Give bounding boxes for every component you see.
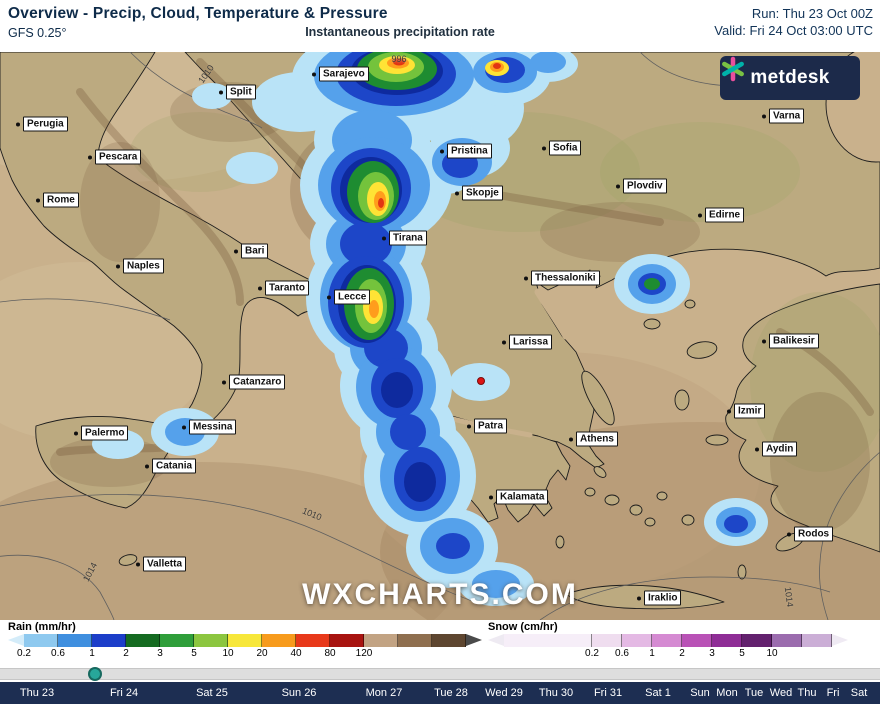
rain-colorbar <box>8 634 486 647</box>
rain-legend: Rain (mm/hr) 0.2 0.6 1 2 3 5 10 20 40 80 120 <box>8 621 486 660</box>
timeline-day[interactable]: Tue <box>744 687 764 699</box>
contour-lines <box>0 52 880 620</box>
tick-label: 10 <box>222 648 234 659</box>
tick-label: 5 <box>191 648 197 659</box>
timeline-day[interactable]: Sat <box>850 687 868 699</box>
time-slider-knob[interactable] <box>88 667 102 681</box>
tick-label: 80 <box>324 648 336 659</box>
time-slider-track[interactable] <box>0 667 880 681</box>
timeline-day[interactable]: Sun 26 <box>281 687 317 699</box>
tick-label: 0.6 <box>615 648 629 659</box>
timeline-day[interactable]: Thu <box>797 687 817 699</box>
metdesk-asterisk-icon <box>722 56 744 82</box>
tick-label: 2 <box>123 648 129 659</box>
timeline-day[interactable]: Fri 24 <box>109 687 139 699</box>
rain-tick-labels: 0.2 0.6 1 2 3 5 10 20 40 80 120 <box>8 647 486 660</box>
colorbar-arrow-right <box>466 634 482 646</box>
colorbar-segment <box>772 634 802 647</box>
legend: Rain (mm/hr) 0.2 0.6 1 2 3 5 10 20 40 80 120 Snow … <box>0 620 880 662</box>
colorbar-arrow-left <box>8 634 24 646</box>
timeline-day[interactable]: Tue 28 <box>434 687 468 699</box>
tick-label: 10 <box>766 648 778 659</box>
timeline-bar: Thu 23 Fri 24 Sat 25 Sun 26 Mon 27 Tue 28 Wed … <box>0 682 880 704</box>
location-marker <box>477 377 485 385</box>
colorbar-segment <box>228 634 262 647</box>
precipitation-layer <box>92 52 768 606</box>
timeline-day[interactable]: Sat 25 <box>196 687 228 699</box>
timeline-day[interactable]: Sun <box>690 687 710 699</box>
tick-label: 5 <box>739 648 745 659</box>
tick-label: 1 <box>89 648 95 659</box>
colorbar-segment <box>802 634 832 647</box>
colorbar-segment <box>364 634 398 647</box>
timeline-day[interactable]: Thu 23 <box>19 687 55 699</box>
tick-label: 0.6 <box>51 648 65 659</box>
metdesk-logo-text: metdesk <box>750 67 830 88</box>
timeline-day[interactable]: Fri <box>826 687 840 699</box>
timeline-day[interactable]: Sat 1 <box>645 687 671 699</box>
snow-tick-labels: 0.2 0.6 1 2 3 5 10 <box>488 647 872 660</box>
colorbar-segment <box>398 634 432 647</box>
tick-label: 120 <box>355 648 373 659</box>
tick-label: 3 <box>157 648 163 659</box>
run-valid-block: Run: Thu 23 Oct 00Z Valid: Fri 24 Oct 03… <box>714 5 873 39</box>
colorbar-arrow-left <box>488 634 504 646</box>
colorbar-segment <box>126 634 160 647</box>
tick-label: 0.2 <box>17 648 31 659</box>
colorbar-segment <box>592 634 622 647</box>
colorbar-segment <box>504 634 592 647</box>
colorbar-segment <box>92 634 126 647</box>
tick-label: 2 <box>679 648 685 659</box>
rain-legend-label: Rain (mm/hr) <box>8 621 76 633</box>
colorbar-segment <box>742 634 772 647</box>
timeline-day[interactable]: Mon <box>716 687 738 699</box>
timeline-day[interactable]: Fri 31 <box>593 687 623 699</box>
colorbar-segment <box>296 634 330 647</box>
tick-label: 3 <box>709 648 715 659</box>
run-time: Run: Thu 23 Oct 00Z <box>751 6 873 21</box>
colorbar-segment <box>432 634 466 647</box>
colorbar-segment <box>652 634 682 647</box>
timeline-day[interactable]: Wed <box>769 687 793 699</box>
timeline-day[interactable]: Wed 29 <box>485 687 523 699</box>
colorbar-segment <box>262 634 296 647</box>
colorbar-segment <box>194 634 228 647</box>
header: Overview - Precip, Cloud, Temperature & … <box>0 0 880 52</box>
weather-map: 1010 996 1010 1014 1014 Sarajevo Split Perugia… <box>0 52 880 620</box>
colorbar-segment <box>330 634 364 647</box>
layer-subtitle: Instantaneous precipitation rate <box>305 25 495 39</box>
colorbar-segment <box>712 634 742 647</box>
tick-label: 20 <box>256 648 268 659</box>
metdesk-logo: metdesk <box>720 56 860 100</box>
colorbar-arrow-right <box>832 634 848 646</box>
colorbar-segment <box>622 634 652 647</box>
timeline-day[interactable]: Thu 30 <box>538 687 574 699</box>
map-svg <box>0 52 880 620</box>
valid-time: Valid: Fri 24 Oct 03:00 UTC <box>714 23 873 38</box>
colorbar-segment <box>58 634 92 647</box>
snow-legend: Snow (cm/hr) 0.2 0.6 1 2 3 5 10 <box>488 621 872 660</box>
colorbar-segment <box>24 634 58 647</box>
tick-label: 0.2 <box>585 648 599 659</box>
model-label: GFS 0.25° <box>8 26 67 40</box>
tick-label: 40 <box>290 648 302 659</box>
watermark: WXCHARTS.COM <box>302 578 578 611</box>
colorbar-segment <box>160 634 194 647</box>
page-title: Overview - Precip, Cloud, Temperature & … <box>8 5 388 22</box>
snow-legend-label: Snow (cm/hr) <box>488 621 558 633</box>
snow-colorbar <box>488 634 872 647</box>
tick-label: 1 <box>649 648 655 659</box>
colorbar-segment <box>682 634 712 647</box>
timeline-day[interactable]: Mon 27 <box>365 687 403 699</box>
